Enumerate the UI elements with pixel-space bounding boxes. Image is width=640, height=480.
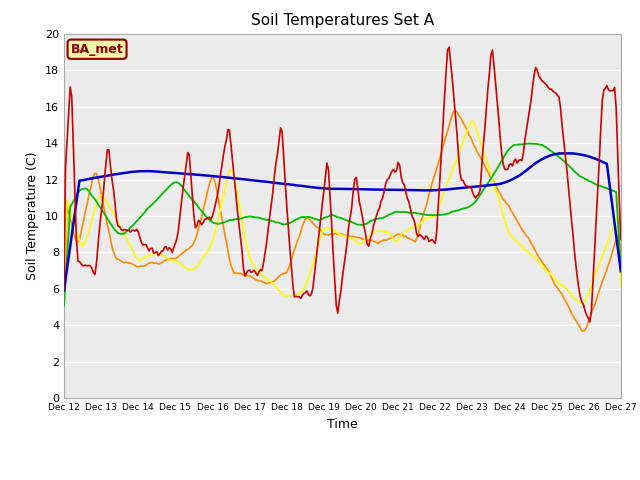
Y-axis label: Soil Temperature (C): Soil Temperature (C) <box>26 152 40 280</box>
Text: BA_met: BA_met <box>70 43 124 56</box>
X-axis label: Time: Time <box>327 418 358 431</box>
Title: Soil Temperatures Set A: Soil Temperatures Set A <box>251 13 434 28</box>
